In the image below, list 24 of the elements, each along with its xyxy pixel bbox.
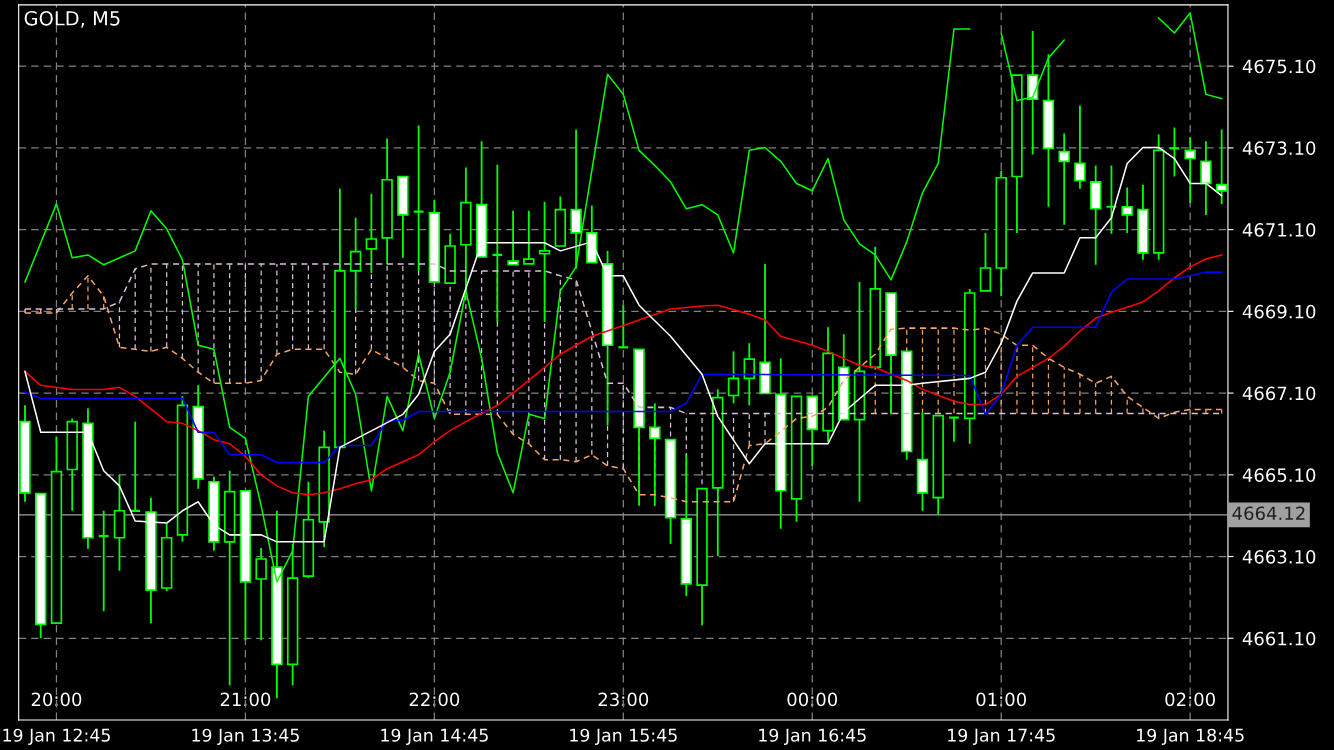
- y-tick-label: 4665.10: [1242, 468, 1316, 482]
- y-tick-label: 4667.10: [1242, 386, 1316, 401]
- y-tick-label: 4669.10: [1242, 304, 1316, 319]
- x2-tick-label: 00:00: [787, 692, 838, 707]
- x-tick-label: 19 Jan 12:45: [3, 728, 110, 745]
- y-tick-label: 4675.10: [1242, 59, 1316, 74]
- ref-line-label: 4664.12: [1232, 506, 1305, 521]
- x-tick-label: 19 Jan 15:45: [570, 728, 677, 745]
- y-tick-label: 4663.10: [1242, 550, 1316, 564]
- x2-tick-label: 22:00: [409, 692, 460, 707]
- x2-tick-label: 23:00: [598, 692, 649, 707]
- x-tick-label: 19 Jan 17:45: [948, 728, 1055, 745]
- x2-tick-label: 20:00: [31, 692, 82, 707]
- x2-tick-label: 01:00: [976, 692, 1027, 707]
- y-tick-label: 4671.10: [1242, 223, 1316, 237]
- x2-tick-label: 02:00: [1165, 692, 1215, 707]
- x-tick-label: 19 Jan 16:45: [759, 728, 866, 745]
- x-tick-label: 19 Jan 13:45: [192, 728, 299, 745]
- x-tick-label: 19 Jan 14:45: [381, 728, 488, 745]
- x-tick-label: 19 Jan 18:45: [1137, 728, 1244, 745]
- chart-title: GOLD, M5: [24, 10, 120, 28]
- y-tick-label: 4673.10: [1242, 141, 1316, 156]
- y-tick-label: 4661.10: [1242, 631, 1316, 646]
- x2-tick-label: 21:00: [220, 692, 271, 707]
